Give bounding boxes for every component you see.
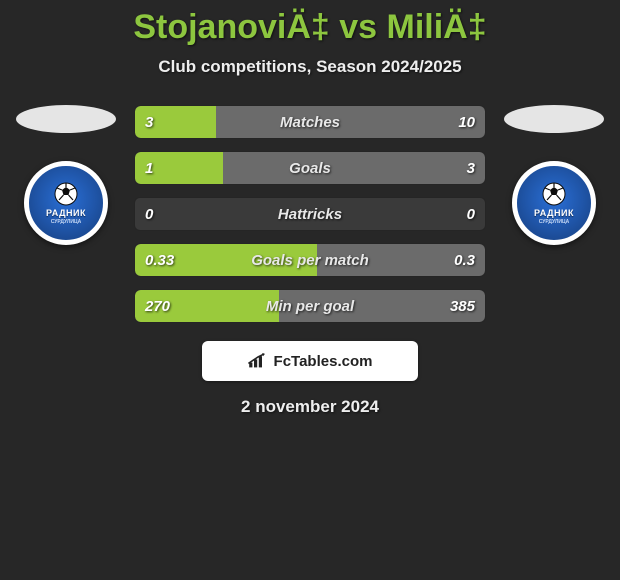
subtitle: Club competitions, Season 2024/2025 [0, 57, 620, 77]
stat-value-right: 385 [450, 290, 475, 322]
player-photo-right-placeholder [504, 105, 604, 133]
main-row: РАДНИК СУРДУЛИЦА Matches310Goals13Hattri… [0, 105, 620, 323]
stat-label: Hattricks [135, 198, 485, 230]
date-text: 2 november 2024 [0, 397, 620, 417]
brand-box[interactable]: FcTables.com [202, 341, 418, 381]
right-column: РАДНИК СУРДУЛИЦА [504, 105, 604, 245]
stat-value-right: 3 [467, 152, 475, 184]
brand-text: FcTables.com [274, 353, 373, 370]
stat-row: Goals per match0.330.3 [134, 243, 486, 277]
page-title: StojanoviÄ‡ vs MiliÄ‡ [0, 8, 620, 47]
team-badge-right-sub: СУРДУЛИЦА [539, 219, 570, 225]
stat-row: Min per goal270385 [134, 289, 486, 323]
stat-value-right: 10 [458, 106, 475, 138]
team-badge-left-sub: СУРДУЛИЦА [51, 219, 82, 225]
team-badge-left: РАДНИК СУРДУЛИЦА [24, 161, 108, 245]
stat-value-left: 3 [145, 106, 153, 138]
stat-value-left: 270 [145, 290, 170, 322]
player-photo-left-placeholder [16, 105, 116, 133]
stat-value-left: 0 [145, 198, 153, 230]
team-badge-left-label: РАДНИК [46, 208, 86, 218]
stat-row: Matches310 [134, 105, 486, 139]
stats-column: Matches310Goals13Hattricks00Goals per ma… [134, 105, 486, 323]
left-column: РАДНИК СУРДУЛИЦА [16, 105, 116, 245]
bar-chart-icon [248, 353, 268, 369]
stat-bar-right [223, 152, 486, 184]
stat-value-right: 0.3 [454, 244, 475, 276]
comparison-widget: StojanoviÄ‡ vs MiliÄ‡ Club competitions,… [0, 0, 620, 417]
stat-row: Goals13 [134, 151, 486, 185]
stat-bar-right [216, 106, 486, 138]
soccer-ball-icon [54, 182, 78, 206]
team-badge-right-label: РАДНИК [534, 208, 574, 218]
stat-row: Hattricks0 0 [134, 197, 486, 231]
stat-value-left: 0.33 [145, 244, 174, 276]
stat-value-left: 1 [145, 152, 153, 184]
soccer-ball-icon [542, 182, 566, 206]
team-badge-right: РАДНИК СУРДУЛИЦА [512, 161, 596, 245]
stat-value-right: 0 [467, 198, 475, 230]
